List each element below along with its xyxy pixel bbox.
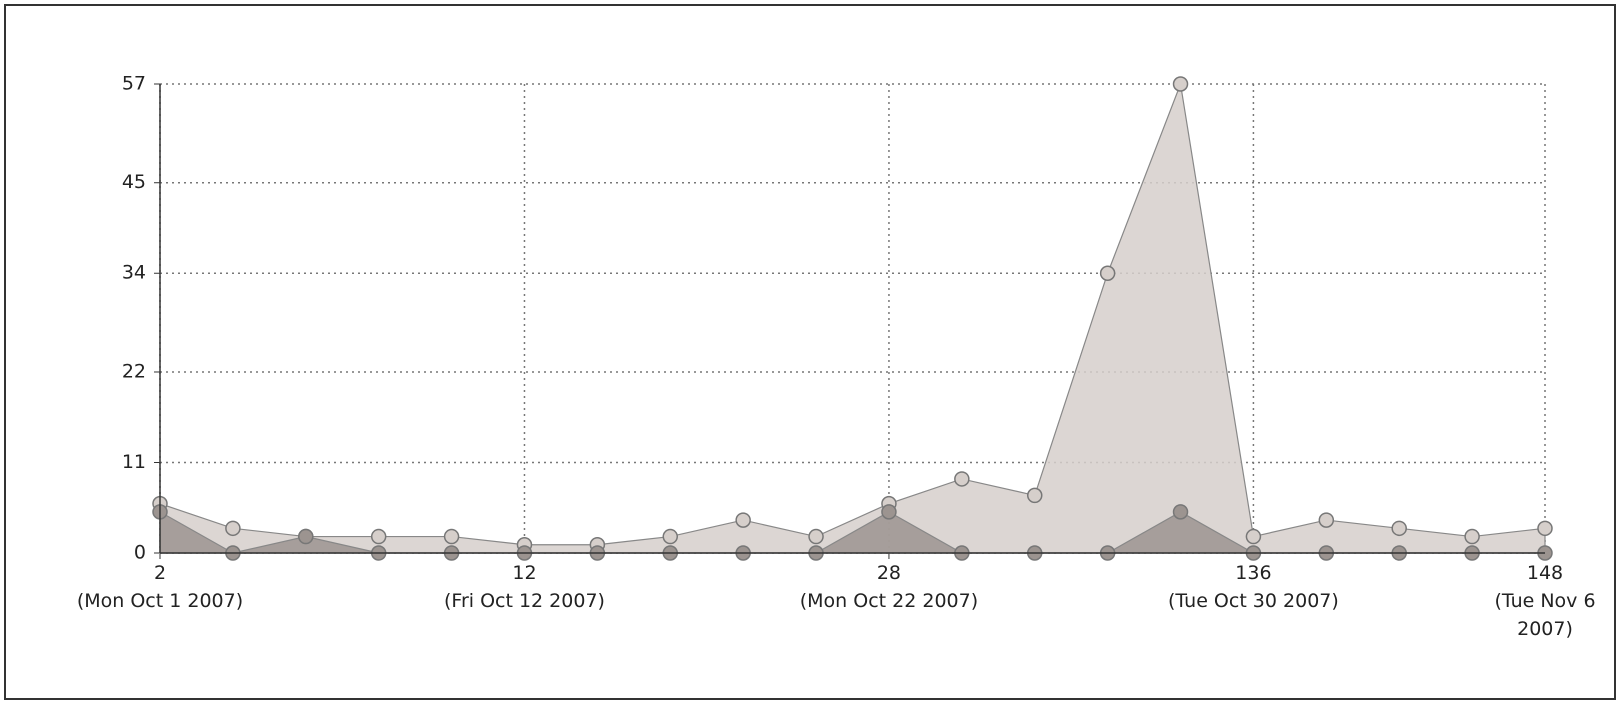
point: [1099, 265, 1116, 281]
chart-frame: [4, 4, 1616, 700]
point: [225, 520, 241, 537]
x-tick-date: (Fri Oct 12 2007): [443, 590, 605, 612]
point: [1318, 512, 1335, 528]
x-tick-number: 2: [153, 562, 167, 584]
point: [1537, 520, 1553, 537]
x-tick-label: 2 (Mon Oct 1 2007): [30, 559, 290, 615]
y-tick-label: 45: [122, 171, 146, 193]
x-tick-date: (Mon Oct 22 2007): [799, 590, 979, 612]
x-tick-date: (Mon Oct 1 2007): [76, 590, 244, 612]
x-tick-number: 148: [1526, 562, 1564, 584]
x-tick-date: (Tue Oct 30 2007): [1168, 590, 1339, 612]
y-tick-label: 11: [122, 451, 146, 473]
point: [298, 528, 314, 545]
point: [1172, 76, 1189, 92]
y-tick-label: 57: [122, 73, 146, 95]
point: [662, 528, 679, 545]
point: [881, 504, 897, 520]
x-tick-label: 28 (Mon Oct 22 2007): [759, 559, 1019, 615]
x-tick-label: 136 (Tue Oct 30 2007): [1123, 559, 1383, 615]
area: [159, 81, 1546, 554]
x-tick-number: 28: [876, 562, 902, 584]
point: [1464, 528, 1480, 545]
point: [1172, 504, 1189, 520]
point: [443, 528, 460, 545]
y-tick-label: 22: [122, 360, 146, 382]
y-tick-label: 0: [134, 542, 146, 564]
point: [808, 528, 824, 545]
x-tick-label: 12 (Fri Oct 12 2007): [394, 559, 654, 615]
point: [1026, 487, 1043, 504]
point: [954, 471, 970, 487]
point: [370, 528, 387, 545]
x-tick-date: (Tue Nov 6 2007): [1494, 590, 1596, 640]
y-tick-label: 34: [122, 262, 146, 284]
point: [1391, 520, 1407, 537]
x-tick-number: 12: [512, 562, 537, 584]
x-tick-label: 148 (Tue Nov 6 2007): [1474, 559, 1616, 643]
point: [735, 512, 751, 528]
point: [1245, 528, 1262, 545]
x-tick-number: 136: [1235, 562, 1272, 584]
